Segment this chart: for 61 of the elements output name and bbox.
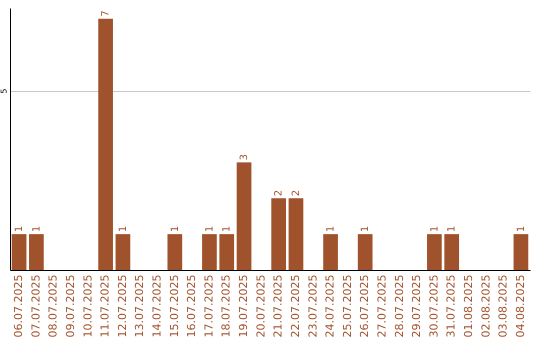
x-tick-label: 19.07.2025: [237, 274, 250, 338]
x-tick-label: 29.07.2025: [410, 274, 424, 338]
x-tick-label: 21.07.2025: [272, 274, 285, 338]
x-tick-label: 07.07.2025: [29, 274, 42, 338]
x-tick-label: 01.08.2025: [462, 274, 475, 338]
data-label: 1: [429, 226, 440, 232]
data-label: 7: [100, 10, 112, 17]
x-tick-label: 20.07.2025: [254, 274, 268, 338]
x-tick-label: 11.07.2025: [98, 274, 112, 338]
data-label: 2: [290, 190, 302, 196]
x-tick-label: 13.07.2025: [133, 274, 146, 338]
x-tick-label: 02.08.2025: [479, 274, 492, 338]
data-label: 3: [239, 154, 250, 160]
x-tick-label: 30.07.2025: [427, 274, 440, 338]
bar: [202, 234, 217, 270]
data-label: 1: [360, 226, 372, 232]
data-label: 1: [446, 226, 458, 232]
data-label: 1: [170, 226, 181, 232]
bar: [236, 162, 252, 270]
x-tick-label: 17.07.2025: [202, 274, 216, 338]
x-tick-label: 08.07.2025: [46, 274, 60, 338]
bar: [427, 234, 442, 270]
bar: [323, 234, 338, 270]
x-tick-label: 15.07.2025: [168, 274, 181, 338]
data-label: 1: [118, 226, 129, 232]
x-tick-label: 27.07.2025: [375, 274, 388, 338]
bar: [358, 234, 373, 270]
data-label: 1: [222, 226, 233, 232]
x-tick-label: 09.07.2025: [64, 274, 77, 338]
data-label: 1: [14, 226, 26, 232]
bar: [12, 234, 26, 270]
bar: [29, 234, 44, 270]
data-label: 1: [31, 226, 42, 232]
bar: [116, 234, 130, 270]
data-label: 1: [204, 226, 216, 232]
bar: [514, 234, 528, 270]
x-tick-label: 23.07.2025: [306, 274, 320, 338]
x-tick-label: 03.08.2025: [496, 274, 510, 338]
x-tick-label: 31.07.2025: [444, 274, 458, 338]
x-tick-label: 24.07.2025: [324, 274, 337, 338]
bar: [98, 18, 113, 270]
y-tick-label: 5: [0, 88, 8, 94]
x-tick-label: 14.07.2025: [150, 274, 164, 338]
x-tick-label: 18.07.2025: [220, 274, 233, 338]
bar: [167, 234, 182, 270]
x-tick-label: 28.07.2025: [392, 274, 406, 338]
x-tick-label: 22.07.2025: [288, 274, 302, 338]
x-tick-label: 25.07.2025: [340, 274, 354, 338]
data-label: 1: [326, 226, 337, 232]
x-tick-label: 26.07.2025: [358, 274, 372, 338]
x-tick-label: 10.07.2025: [81, 274, 94, 338]
data-label: 2: [274, 190, 285, 196]
data-label: 1: [516, 226, 527, 232]
bar: [288, 198, 304, 270]
x-tick-label: 12.07.2025: [116, 274, 129, 338]
x-tick-label: 04.08.2025: [514, 274, 527, 338]
bar: [444, 234, 460, 270]
x-tick-label: 16.07.2025: [185, 274, 198, 338]
bar: [219, 234, 234, 270]
bar: [271, 198, 286, 270]
x-tick-label: 06.07.2025: [12, 274, 26, 338]
